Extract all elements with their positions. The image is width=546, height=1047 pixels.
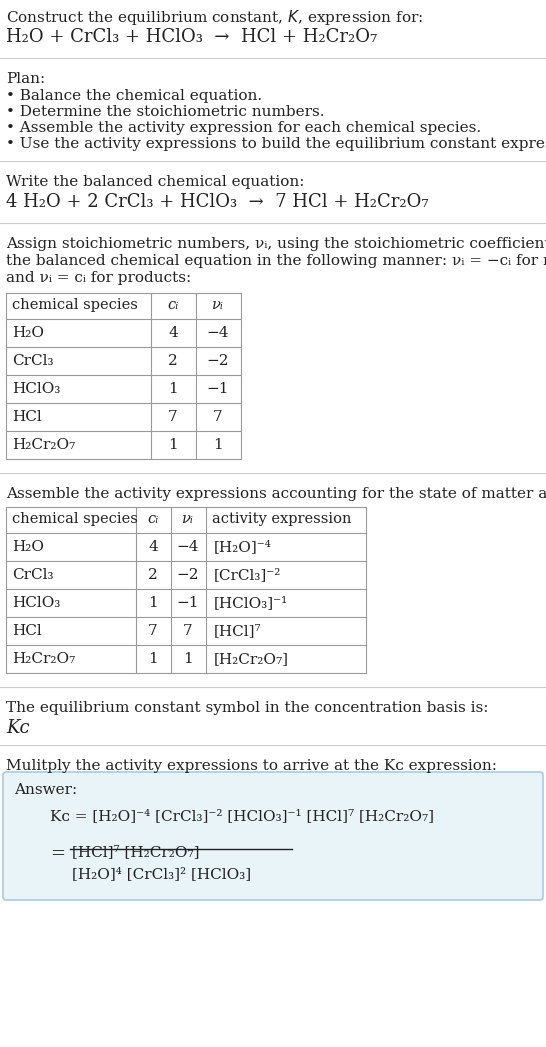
Text: −1: −1 [177,596,199,610]
Text: 1: 1 [213,438,223,452]
Text: HClO₃: HClO₃ [12,596,61,610]
Text: 7: 7 [183,624,193,638]
Text: 2: 2 [148,569,158,582]
Text: the balanced chemical equation in the following manner: νᵢ = −cᵢ for reactants: the balanced chemical equation in the fo… [6,254,546,268]
Text: 1: 1 [148,596,158,610]
Text: −2: −2 [177,569,199,582]
Text: −2: −2 [207,354,229,367]
Text: Kᴄ: Kᴄ [6,719,29,737]
Text: chemical species: chemical species [12,298,138,312]
Text: • Assemble the activity expression for each chemical species.: • Assemble the activity expression for e… [6,121,481,135]
Text: and νᵢ = cᵢ for products:: and νᵢ = cᵢ for products: [6,271,191,285]
Text: Write the balanced chemical equation:: Write the balanced chemical equation: [6,175,305,190]
Text: Answer:: Answer: [14,783,77,797]
Text: 1: 1 [168,438,178,452]
Text: [H₂Cr₂O₇]: [H₂Cr₂O₇] [214,652,289,666]
Text: Mulitply the activity expressions to arrive at the Kᴄ expression:: Mulitply the activity expressions to arr… [6,759,497,773]
Text: • Balance the chemical equation.: • Balance the chemical equation. [6,89,262,103]
Text: [HCl]⁷ [H₂Cr₂O₇]: [HCl]⁷ [H₂Cr₂O₇] [72,845,199,859]
Text: The equilibrium constant symbol in the concentration basis is:: The equilibrium constant symbol in the c… [6,701,489,715]
Text: Plan:: Plan: [6,72,45,86]
Text: H₂Cr₂O₇: H₂Cr₂O₇ [12,652,75,666]
Text: 2: 2 [168,354,178,367]
Text: cᵢ: cᵢ [147,512,159,526]
Text: • Use the activity expressions to build the equilibrium constant expression.: • Use the activity expressions to build … [6,137,546,151]
Text: 7: 7 [213,410,223,424]
Text: H₂Cr₂O₇: H₂Cr₂O₇ [12,438,75,452]
Text: νᵢ: νᵢ [212,298,224,312]
Text: [CrCl₃]⁻²: [CrCl₃]⁻² [214,569,281,582]
Text: =: = [50,845,65,863]
Text: [HClO₃]⁻¹: [HClO₃]⁻¹ [214,596,288,610]
Text: −4: −4 [207,326,229,340]
Text: chemical species: chemical species [12,512,138,526]
FancyBboxPatch shape [3,772,543,900]
Text: 4: 4 [168,326,178,340]
Text: HCl: HCl [12,624,41,638]
Text: 4: 4 [148,540,158,554]
Text: 4 H₂O + 2 CrCl₃ + HClO₃  →  7 HCl + H₂Cr₂O₇: 4 H₂O + 2 CrCl₃ + HClO₃ → 7 HCl + H₂Cr₂O… [6,193,429,211]
Text: H₂O + CrCl₃ + HClO₃  →  HCl + H₂Cr₂O₇: H₂O + CrCl₃ + HClO₃ → HCl + H₂Cr₂O₇ [6,28,377,46]
Text: HCl: HCl [12,410,41,424]
Text: H₂O: H₂O [12,326,44,340]
Text: Assemble the activity expressions accounting for the state of matter and νᵢ:: Assemble the activity expressions accoun… [6,487,546,502]
Text: cᵢ: cᵢ [168,298,179,312]
Text: 7: 7 [148,624,158,638]
Text: • Determine the stoichiometric numbers.: • Determine the stoichiometric numbers. [6,105,324,119]
Text: 7: 7 [168,410,178,424]
Text: [H₂O]⁻⁴: [H₂O]⁻⁴ [214,540,272,554]
Text: Construct the equilibrium constant, $K$, expression for:: Construct the equilibrium constant, $K$,… [6,8,423,27]
Text: [HCl]⁷: [HCl]⁷ [214,624,262,638]
Text: 1: 1 [148,652,158,666]
Text: CrCl₃: CrCl₃ [12,569,54,582]
Text: −4: −4 [177,540,199,554]
Text: 1: 1 [168,382,178,396]
Text: 1: 1 [183,652,193,666]
Text: H₂O: H₂O [12,540,44,554]
Text: −1: −1 [207,382,229,396]
Text: νᵢ: νᵢ [182,512,194,526]
Text: Assign stoichiometric numbers, νᵢ, using the stoichiometric coefficients, cᵢ, fr: Assign stoichiometric numbers, νᵢ, using… [6,237,546,251]
Text: HClO₃: HClO₃ [12,382,61,396]
Text: activity expression: activity expression [212,512,352,526]
Text: Kᴄ = [H₂O]⁻⁴ [CrCl₃]⁻² [HClO₃]⁻¹ [HCl]⁷ [H₂Cr₂O₇]: Kᴄ = [H₂O]⁻⁴ [CrCl₃]⁻² [HClO₃]⁻¹ [HCl]⁷ … [50,809,434,823]
Text: CrCl₃: CrCl₃ [12,354,54,367]
Text: [H₂O]⁴ [CrCl₃]² [HClO₃]: [H₂O]⁴ [CrCl₃]² [HClO₃] [72,867,251,881]
